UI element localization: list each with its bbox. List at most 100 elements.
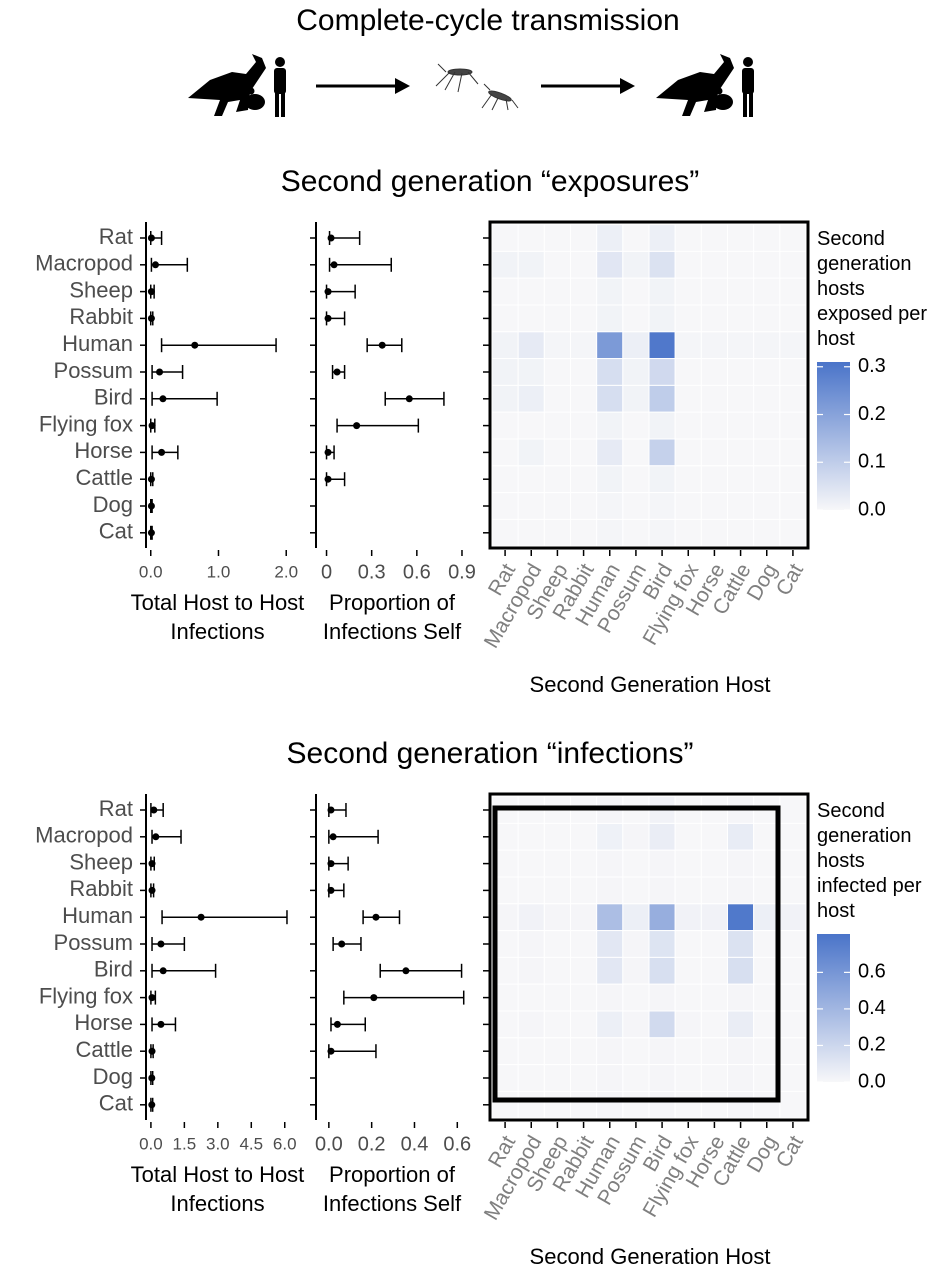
- heat-cell: [491, 492, 519, 520]
- heat-cell: [648, 930, 676, 958]
- x-tick-label: 0.6: [403, 561, 431, 583]
- heat-cell: [622, 930, 650, 958]
- heat-cell: [700, 331, 728, 360]
- heat-cell: [570, 1064, 598, 1092]
- point: [191, 341, 199, 349]
- y-tick-label: Rat: [99, 796, 133, 821]
- heat-cell: [700, 983, 728, 1012]
- point: [330, 261, 338, 269]
- point: [324, 448, 332, 456]
- heat-cell: [491, 465, 519, 494]
- heat-cell: [779, 1010, 807, 1039]
- heat-cell: [648, 956, 676, 985]
- point: [338, 940, 346, 948]
- heat-cell: [727, 1037, 755, 1066]
- heat-cell: [727, 822, 755, 851]
- heat-cell: [517, 224, 545, 252]
- colorbar-tick-label: 0.2: [858, 403, 886, 425]
- heat-cell: [596, 930, 624, 958]
- heat-cell: [622, 1090, 650, 1119]
- heat-cell: [779, 1037, 807, 1066]
- heat-cell: [543, 411, 571, 440]
- colorbar-tick-label: 0.4: [858, 997, 886, 1019]
- heat-cell: [491, 331, 519, 360]
- heat-cell: [674, 1037, 702, 1066]
- heat-cell: [674, 903, 702, 932]
- heat-cell: [648, 331, 676, 360]
- heat-cell: [622, 331, 650, 360]
- heat-cell: [700, 492, 728, 520]
- heat-cell: [517, 956, 545, 985]
- heat-cell: [648, 438, 676, 467]
- point: [327, 806, 335, 814]
- heat-cell: [674, 518, 702, 547]
- point: [333, 1020, 341, 1028]
- heat-cell: [596, 438, 624, 467]
- heat-cell: [727, 903, 755, 932]
- heat-cell: [727, 250, 755, 279]
- heat-cell: [517, 983, 545, 1012]
- heat-cell: [648, 849, 676, 878]
- heat-cell: [753, 1010, 781, 1039]
- heat-cell: [727, 849, 755, 878]
- x-axis-label: Total Host to Host Infections: [130, 590, 305, 644]
- heat-cell: [700, 518, 728, 547]
- point: [157, 1020, 165, 1028]
- point: [329, 833, 337, 841]
- heat-cell: [674, 983, 702, 1012]
- heat-cell: [700, 224, 728, 252]
- point: [158, 448, 166, 456]
- heat-cell: [596, 224, 624, 252]
- heat-cell: [570, 903, 598, 932]
- point: [156, 368, 164, 376]
- heat-cell: [779, 304, 807, 333]
- heat-cell: [700, 304, 728, 333]
- heat-cell: [674, 358, 702, 386]
- arrow-head: [395, 78, 410, 94]
- heat-cell: [622, 956, 650, 985]
- heat-cell: [596, 956, 624, 985]
- heat-cell: [570, 224, 598, 252]
- heat-cell: [700, 384, 728, 413]
- heat-cell: [596, 384, 624, 413]
- y-tick-label: Rabbit: [69, 304, 133, 329]
- heat-cell: [517, 1037, 545, 1066]
- heat-cell: [727, 930, 755, 958]
- heat-cell: [753, 384, 781, 413]
- y-tick-label: Cat: [99, 519, 133, 544]
- heat-cell: [517, 822, 545, 851]
- heat-cell: [543, 277, 571, 306]
- heat-cell: [570, 956, 598, 985]
- mosquito-icon: [435, 63, 519, 111]
- heat-cell: [674, 384, 702, 413]
- heat-cell: [753, 224, 781, 252]
- heat-cell: [727, 956, 755, 985]
- point: [333, 368, 341, 376]
- point: [147, 529, 155, 537]
- colorbar-tick-label: 0.1: [858, 451, 886, 473]
- heat-cell: [674, 1010, 702, 1039]
- heat-cell: [727, 1064, 755, 1092]
- host-icon: [656, 54, 754, 117]
- x-tick-label: 1.0: [207, 562, 231, 581]
- heat-cell: [596, 304, 624, 333]
- heat-cell: [727, 1010, 755, 1039]
- y-tick-label: Dog: [93, 1064, 133, 1089]
- heat-cell: [700, 956, 728, 985]
- heat-cell: [570, 983, 598, 1012]
- heat-cell: [543, 224, 571, 252]
- heat-cell: [543, 1037, 571, 1066]
- x-tick-label: 3.0: [206, 1134, 230, 1153]
- heat-cell: [570, 492, 598, 520]
- colorbar-tick-label: 0.0: [858, 1070, 886, 1092]
- heat-cell: [596, 331, 624, 360]
- heat-cell: [779, 465, 807, 494]
- point: [405, 395, 413, 403]
- y-tick-label: Cattle: [76, 465, 133, 490]
- heat-cell: [674, 304, 702, 333]
- human-head: [275, 57, 285, 67]
- panel-title: Second generation “exposures”: [281, 165, 700, 198]
- human-leg: [749, 93, 753, 117]
- y-tick-label: Possum: [54, 930, 133, 955]
